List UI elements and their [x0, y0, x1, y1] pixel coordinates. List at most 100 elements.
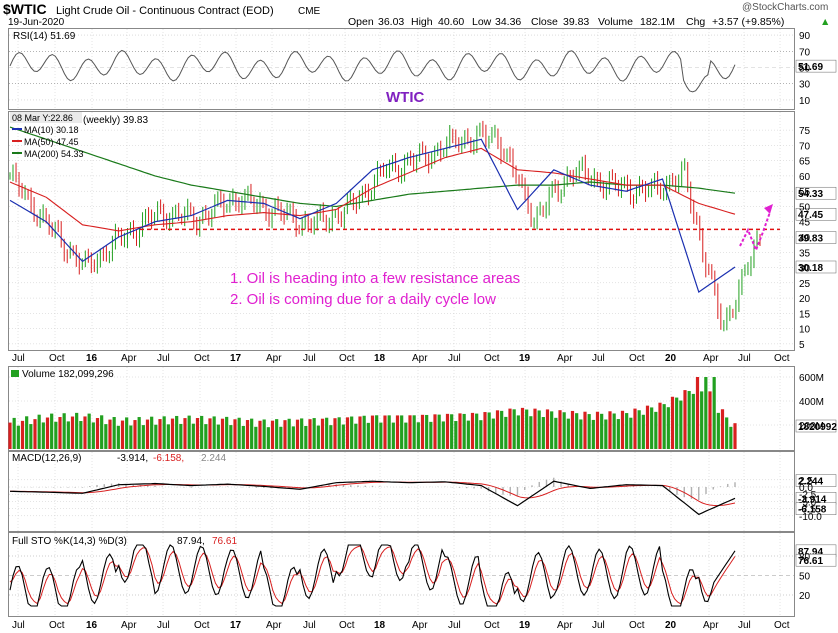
x-tick-label: 18	[374, 353, 386, 364]
volume-bar	[375, 415, 379, 449]
volume-bar	[183, 418, 187, 449]
volume-bar	[716, 412, 720, 449]
x-tick-label: Oct	[484, 353, 500, 364]
volume-tag: 1820992	[798, 422, 837, 433]
volume-bar	[104, 424, 108, 449]
x-tick-label: Jul	[303, 353, 316, 364]
volume-bar	[566, 418, 570, 449]
volume-bar	[50, 413, 54, 449]
volume-bar	[191, 423, 195, 449]
volume-bar	[345, 417, 350, 449]
ma200-line	[9, 126, 736, 208]
ma50-legend: MA(50) 47.45	[24, 137, 79, 147]
ma10-line	[9, 138, 736, 293]
x-tick-label: Oct	[194, 353, 210, 364]
low-value: 34.36	[495, 16, 521, 28]
x-tick-label: Apr	[703, 353, 719, 364]
volume-bar	[687, 391, 691, 449]
volume-bar	[283, 420, 287, 449]
volume-bar	[483, 412, 487, 449]
volume-bar	[337, 417, 341, 449]
macd-axis-label: -7.5	[799, 505, 817, 516]
sto-panel	[8, 532, 795, 617]
volume-bar	[200, 415, 204, 449]
close-value: 39.83	[563, 16, 589, 28]
volume-bar	[70, 416, 75, 449]
price-axis-label: 70	[799, 141, 811, 152]
macd-tag: -3.914	[798, 494, 827, 505]
volume-bar	[479, 420, 483, 449]
volume-bar	[433, 414, 437, 449]
volume-bar	[425, 414, 429, 449]
x-tick-label-bottom: Apr	[266, 620, 282, 631]
volume-bar	[629, 417, 633, 449]
volume-bar	[245, 420, 250, 449]
volume-bar	[454, 421, 458, 449]
grid	[9, 29, 794, 616]
up-arrow-icon: ▲	[820, 16, 830, 28]
volume-bar	[695, 377, 700, 449]
volume-bar	[66, 421, 70, 449]
volume-axis-label: 600M	[799, 373, 824, 384]
x-tick-label-bottom: Jul	[12, 620, 25, 631]
volume-bar	[8, 422, 12, 449]
volume-bar	[458, 413, 462, 449]
volume-bar	[258, 420, 262, 449]
volume-bar	[112, 417, 116, 449]
sto-legend-prefix: Full STO %K(14,3) %D(3)	[12, 536, 127, 547]
macd-panel	[8, 451, 795, 532]
sto-axis-label: 50	[799, 572, 811, 583]
volume-bar	[170, 418, 175, 449]
volume-bar	[441, 421, 445, 449]
ma200-tag: 54.33	[798, 189, 823, 200]
price-axis-label: 30	[799, 264, 811, 275]
rsi-axis-label: 50	[799, 64, 811, 75]
price-legend: (weekly) 39.83	[83, 115, 148, 126]
volume-bar	[291, 426, 295, 449]
volume-bar	[354, 423, 358, 449]
volume-bar	[33, 419, 37, 449]
volume-bar	[116, 425, 120, 449]
x-tick-label: Jul	[592, 353, 605, 364]
ohlc-readout: Open 36.03 High 40.60 Low 34.36 Close 39…	[348, 16, 830, 28]
close-tag-box	[795, 231, 837, 244]
volume-bar	[120, 420, 125, 449]
volume-bar	[525, 409, 529, 449]
volume-bar	[279, 426, 283, 449]
volume-bar	[620, 410, 625, 449]
volume-bar	[241, 425, 245, 449]
x-tick-label: Oct	[49, 353, 65, 364]
volume-bar	[733, 423, 737, 449]
volume-bar	[233, 419, 237, 449]
volume-bar	[216, 424, 220, 449]
panel-frames	[8, 28, 795, 617]
macd-signal-tag: -6.158	[798, 505, 827, 516]
price-axis-label: 50	[799, 202, 811, 213]
volume-bar	[591, 419, 595, 449]
volume-bar	[20, 420, 25, 449]
chart-title: WTIC	[386, 89, 424, 106]
sto-d-tag: 76.61	[798, 556, 823, 567]
volume-bar	[187, 415, 191, 449]
sto-d-line	[9, 545, 736, 605]
volume-bar	[358, 416, 362, 449]
rsi-axis-label: 10	[799, 96, 811, 107]
x-tick-label: 17	[230, 353, 242, 364]
volume-bar	[537, 410, 541, 449]
volume-bar	[608, 411, 612, 449]
sto-axis-label: 20	[799, 591, 811, 602]
volume-bar	[595, 411, 600, 449]
volume-panel	[8, 366, 795, 451]
volume-tag-box	[795, 419, 837, 433]
volume-legend: Volume 182,099,296	[22, 369, 114, 380]
volume-bar	[250, 418, 254, 449]
volume-bar	[541, 417, 545, 449]
volume-bar	[312, 418, 316, 449]
volume-bar	[262, 419, 266, 449]
volume-bar	[175, 415, 179, 449]
volume-bar	[704, 377, 708, 449]
volume-bar	[45, 417, 50, 449]
volume-bar	[662, 404, 666, 449]
volume-bar	[504, 416, 508, 449]
volume-bar	[391, 422, 395, 449]
